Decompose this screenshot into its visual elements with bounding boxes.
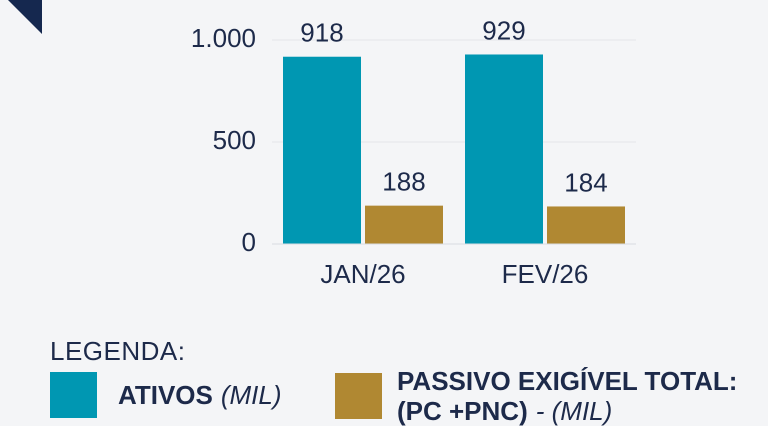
corner-decoration	[8, 0, 42, 34]
legend-text: PASSIVO EXIGÍVEL TOTAL: (PC +PNC) - (MIL)	[397, 366, 767, 426]
bar	[365, 205, 443, 244]
legend-unit: (MIL)	[220, 380, 282, 410]
value-label: 188	[382, 167, 425, 197]
legend-unit: - (MIL)	[535, 396, 613, 426]
legend-item: PASSIVO EXIGÍVEL TOTAL: (PC +PNC) - (MIL)	[335, 366, 767, 426]
legend-title: LEGENDA:	[50, 336, 186, 366]
value-label: 929	[482, 15, 525, 45]
bar	[465, 54, 543, 244]
legend-label: ATIVOS	[118, 380, 213, 410]
x-tick-label: JAN/26	[320, 259, 405, 289]
legend-label: PASSIVO EXIGÍVEL TOTAL: (PC +PNC)	[397, 366, 738, 426]
x-tick-label: FEV/26	[502, 259, 589, 289]
y-tick-label: 0	[242, 227, 256, 257]
legend-swatch	[335, 373, 382, 419]
value-label: 184	[564, 167, 607, 197]
bar	[283, 56, 361, 245]
legend-item: ATIVOS (MIL)	[50, 372, 348, 418]
legend-text: ATIVOS (MIL)	[118, 380, 348, 410]
value-label: 918	[300, 18, 343, 48]
bar	[547, 206, 625, 244]
y-tick-label: 1.000	[191, 23, 256, 53]
legend-swatch	[50, 372, 97, 418]
y-tick-label: 500	[213, 125, 256, 155]
